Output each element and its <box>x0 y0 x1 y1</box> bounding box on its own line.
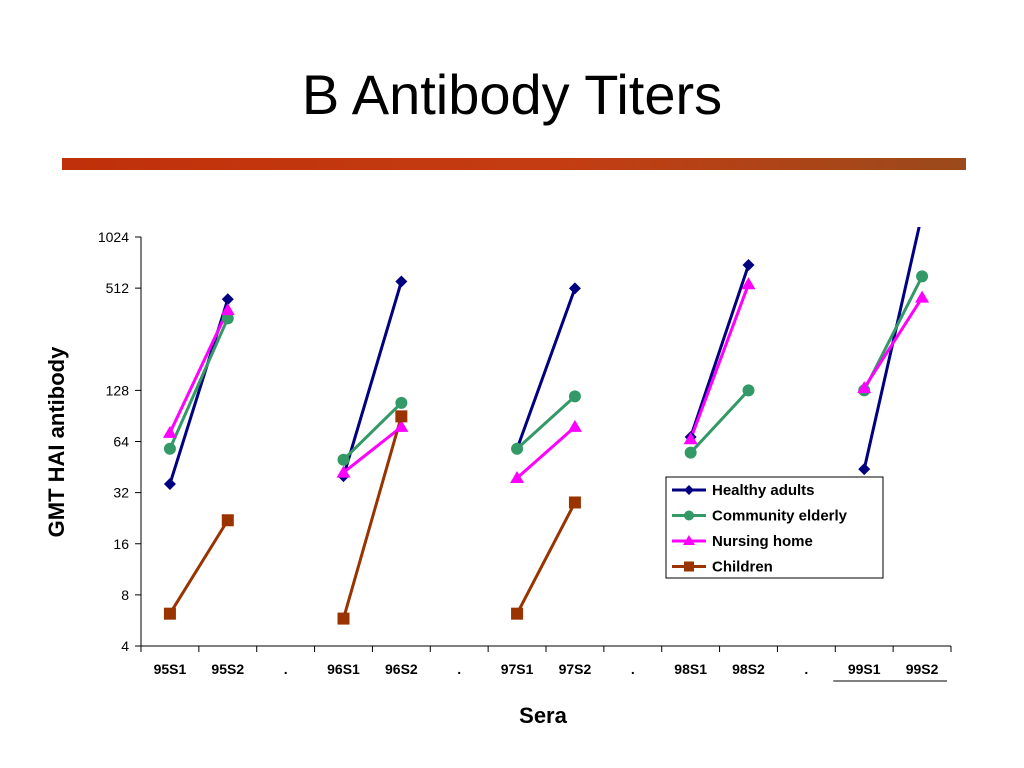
children-segment-6 <box>515 500 577 616</box>
nursing-home-segment-3 <box>342 425 403 475</box>
x-tick-label-12: 99S1 <box>848 661 881 677</box>
x-tick-label-8: . <box>631 661 635 677</box>
healthy-adults-point-0 <box>163 477 176 490</box>
x-tick-label-2: . <box>284 661 288 677</box>
healthy-adults-point-10 <box>742 259 755 272</box>
slide-title: B Antibody Titers <box>301 63 723 126</box>
community-elderly-segment-6 <box>515 394 577 451</box>
community-elderly-point-10 <box>742 384 755 397</box>
legend-swatch-marker-children <box>684 561 694 572</box>
community-elderly-segment-0 <box>168 316 230 451</box>
healthy-adults-point-7 <box>568 282 581 295</box>
nursing-home-segment-9 <box>689 282 750 441</box>
y-axis-title: GMT HAI antibody <box>44 346 69 537</box>
x-tick-label-1: 95S2 <box>211 661 244 677</box>
children-point-6 <box>511 607 524 620</box>
y-tick-label-8: 8 <box>121 587 129 603</box>
legend: Healthy adults Community elderly Nursing h… <box>665 476 884 579</box>
legend-label-nursing-home: Nursing home <box>712 533 813 550</box>
children-point-7 <box>568 496 581 509</box>
x-tick-label-10: 98S2 <box>732 661 765 677</box>
y-tick-label-32: 32 <box>113 485 129 501</box>
nursing-home-segment-6 <box>515 425 577 480</box>
title-rule <box>62 158 966 170</box>
x-tick-label-5: . <box>457 661 461 677</box>
axes: 4 8 16 32 64 128 512 1024 95S1 95S2. 96S1 96S2. 97S1… <box>98 229 952 682</box>
community-elderly-point-4 <box>395 396 408 409</box>
community-elderly-point-6 <box>511 442 524 455</box>
community-elderly-segment-9 <box>689 388 750 455</box>
nursing-home-point-4 <box>394 419 409 432</box>
community-elderly-point-3 <box>337 453 350 466</box>
nursing-home-segment-0 <box>168 308 230 435</box>
marker-layer <box>162 259 930 625</box>
y-tick-label-512: 512 <box>106 280 130 296</box>
y-tick-label-16: 16 <box>113 536 129 552</box>
children-point-4 <box>395 410 408 423</box>
y-tick-label-64: 64 <box>113 434 129 450</box>
community-elderly-point-7 <box>568 390 581 403</box>
x-tick-label-13: 99S2 <box>906 661 939 677</box>
children-point-0 <box>163 607 176 620</box>
x-tick-label-0: 95S1 <box>154 661 187 677</box>
community-elderly-point-13 <box>916 270 929 283</box>
healthy-adults-segment-3 <box>342 280 403 478</box>
x-tick-label-9: 98S1 <box>674 661 707 677</box>
nursing-home-point-12 <box>857 381 872 394</box>
y-tick-label-128: 128 <box>106 382 130 398</box>
children-segment-3 <box>342 414 403 621</box>
nursing-home-point-7 <box>567 419 582 432</box>
nursing-home-point-3 <box>336 465 351 478</box>
legend-swatch-marker-community-elderly <box>684 510 694 521</box>
y-tick-label-1024: 1024 <box>98 229 129 245</box>
nursing-home-point-6 <box>510 471 525 484</box>
x-tick-label-7: 97S2 <box>559 661 592 677</box>
healthy-adults-segment-9 <box>689 263 750 439</box>
nursing-home-point-13 <box>915 290 930 303</box>
x-axis-title: Sera <box>519 703 567 728</box>
community-elderly-point-0 <box>163 442 176 455</box>
nursing-home-point-0 <box>162 425 177 438</box>
community-elderly-point-1 <box>221 312 234 325</box>
x-tick-label-4: 96S2 <box>385 661 418 677</box>
healthy-adults-point-1 <box>221 293 234 306</box>
nursing-home-point-9 <box>683 432 698 445</box>
legend-label-community-elderly: Community elderly <box>712 508 848 525</box>
legend-label-children: Children <box>712 559 773 576</box>
nursing-home-segment-12 <box>862 296 924 390</box>
healthy-adults-segment-6 <box>515 286 577 451</box>
x-tick-label-11: . <box>804 661 808 677</box>
legend-box <box>665 476 884 579</box>
healthy-adults-point-4 <box>395 275 408 288</box>
legend-swatch-marker-healthy-adults <box>684 485 694 495</box>
community-elderly-segment-3 <box>342 401 403 462</box>
x-tick-label-6: 97S1 <box>501 661 534 677</box>
series-layer <box>168 227 924 621</box>
healthy-adults-point-12 <box>858 463 871 476</box>
nursing-home-point-1 <box>220 303 235 316</box>
x-tick-label-3: 96S1 <box>327 661 360 677</box>
legend-label-healthy-adults: Healthy adults <box>712 482 815 499</box>
children-segment-0 <box>168 518 230 616</box>
y-tick-label-4: 4 <box>121 638 129 654</box>
nursing-home-point-10 <box>741 277 756 290</box>
community-elderly-point-9 <box>684 446 697 459</box>
children-point-1 <box>221 514 234 527</box>
children-point-3 <box>337 612 350 625</box>
legend-swatch-marker-nursing-home <box>683 535 695 545</box>
